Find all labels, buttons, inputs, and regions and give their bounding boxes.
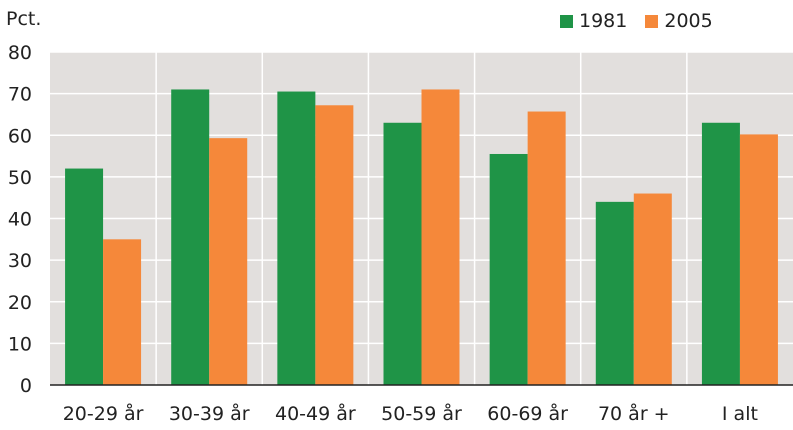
bar-1981 (489, 153, 528, 385)
y-tick-label: 10 (8, 333, 32, 355)
y-tick-label: 20 (8, 292, 32, 314)
bar-1981 (701, 122, 740, 385)
x-tick-label: 60-69 år (487, 402, 568, 425)
y-tick-label: 30 (8, 250, 32, 272)
x-tick-label: I alt (722, 403, 758, 425)
y-tick-label: 80 (8, 42, 32, 64)
bar-1981 (171, 89, 210, 386)
y-tick-label: 60 (8, 125, 32, 147)
legend-item-1981: 1981 (560, 10, 627, 32)
y-tick-label: 40 (8, 209, 32, 231)
x-tick-label: 40-49 år (275, 402, 356, 425)
bar-1981 (595, 201, 634, 385)
bar-2005 (421, 89, 460, 386)
bar-2005 (739, 134, 778, 385)
legend-label-1981: 1981 (579, 10, 628, 32)
legend-swatch-2005 (645, 14, 659, 28)
legend-item-2005: 2005 (645, 10, 713, 32)
x-tick-label: 50-59 år (381, 402, 462, 425)
legend-label-2005: 2005 (664, 10, 713, 32)
y-axis-unit-label: Pct. (6, 8, 42, 30)
bar-2005 (527, 111, 566, 386)
bar-2005 (315, 105, 354, 385)
bar-2005 (209, 138, 248, 385)
bar-1981 (383, 122, 422, 385)
y-tick-label: 0 (20, 375, 32, 397)
legend: 1981 2005 (560, 10, 731, 32)
legend-swatch-1981 (560, 14, 573, 28)
bar-1981 (65, 168, 104, 385)
bar-1981 (277, 91, 316, 385)
bar-2005 (633, 193, 672, 385)
x-tick-label: 30-39 år (169, 402, 250, 425)
y-tick-label: 70 (8, 84, 32, 106)
y-tick-label: 50 (8, 167, 32, 189)
x-tick-label: 20-29 år (63, 402, 144, 425)
x-tick-label: 70 år + (598, 402, 670, 425)
bar-2005 (103, 239, 142, 385)
